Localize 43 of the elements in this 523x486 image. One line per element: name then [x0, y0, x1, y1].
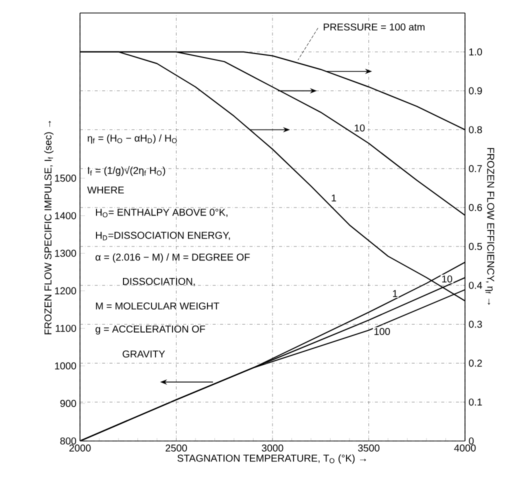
annotation: η$_{f}$ = (H$_{O}$ − αH$_{D}$) / H$_{O}$	[88, 134, 177, 144]
y-tick-label: 1200	[55, 287, 76, 294]
y2-tick-label: 1.0	[469, 48, 482, 56]
series-label: 100	[374, 328, 390, 336]
y2-tick-label: 0.7	[468, 165, 482, 172]
y2-tick-label: 0.8	[468, 126, 482, 134]
y-tick-label: 1000	[55, 362, 76, 370]
series-label: 10	[442, 275, 452, 283]
y2-tick-label: 0.2	[468, 360, 482, 367]
annotation: M = MOLECULAR WEIGHT	[96, 302, 220, 310]
series-label: 1	[393, 290, 398, 297]
y-axis-title: FROZEN FLOW SPECIFIC IMPULSE, I$_{f}$ (sec) →	[44, 120, 54, 334]
annotation: α = (2.016 − M) / M = DEGREE OF	[96, 253, 250, 263]
annotation: g = ACCELERATION OF	[96, 325, 206, 335]
y2-tick-label: 0	[468, 437, 474, 445]
x-axis-title: STAGNATION TEMPERATURE, T$_{O}$ (°K) →	[178, 454, 366, 464]
y2-tick-label: 0.5	[468, 242, 482, 250]
series-label: 10	[354, 124, 365, 132]
y2-tick-label: 0.3	[468, 320, 482, 328]
x-tick-label: 2500	[166, 444, 187, 452]
text: PRESSURE = 100 atm	[324, 23, 424, 31]
y2-tick-label: 0.4	[468, 282, 482, 289]
y-tick-label: 900	[60, 400, 76, 407]
annotation: DISSOCIATION,	[123, 278, 195, 286]
annotation: GRAVITY	[122, 350, 165, 358]
y2-tick-label: 0.9	[468, 87, 482, 94]
y2-axis-title: FROZEN FLOW EFFICIENCY, η$_{f}$ →	[485, 148, 494, 305]
y2-tick-label: 0.6	[468, 204, 482, 212]
annotation: H$_{D}$=DISSOCIATION ENERGY,	[96, 232, 230, 240]
y-tick-label: 1400	[55, 212, 76, 220]
x-tick-label: 3500	[358, 444, 380, 452]
x-tick-label: 4000	[454, 444, 476, 452]
series-label: 1	[332, 194, 336, 202]
x-tick-label: 2000	[69, 444, 91, 452]
y-tick-label: 1300	[55, 250, 76, 257]
annotation: I$_{f}$ = (1/g)√(2η$_{f}$ H$_{O}$)	[88, 166, 166, 176]
x-tick-label: 3000	[262, 444, 284, 452]
annotation: H$_{O}$= ENTHALPY ABOVE 0°K,	[96, 208, 228, 218]
y-tick-label: 1500	[55, 174, 76, 182]
y2-tick-label: 0.1	[468, 398, 482, 406]
y-tick-label: 800	[60, 437, 76, 445]
annotation: WHERE	[87, 186, 124, 194]
y-tick-label: 1100	[56, 324, 76, 332]
